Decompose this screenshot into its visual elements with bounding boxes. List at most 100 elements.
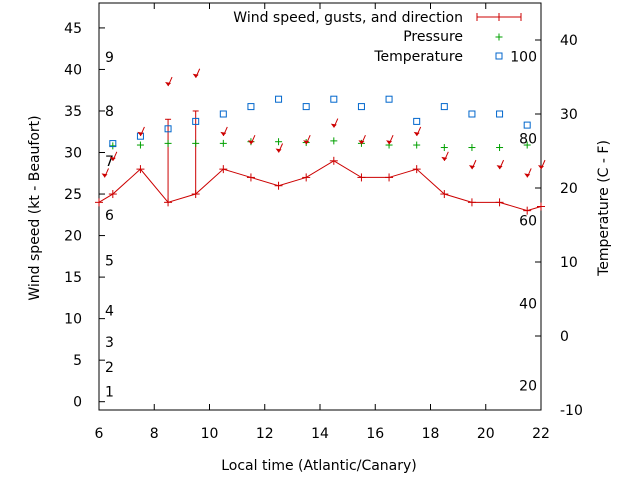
wind-direction-arrow bbox=[468, 159, 477, 170]
y-axis-label: Wind speed (kt - Beaufort) bbox=[27, 115, 43, 300]
beaufort-label: 1 bbox=[105, 385, 114, 401]
pressure-point bbox=[219, 139, 227, 147]
wind-direction-arrow bbox=[109, 151, 118, 162]
y-tick-label: 45 bbox=[64, 21, 82, 37]
y-tick-label: 15 bbox=[64, 270, 82, 286]
wind-point bbox=[357, 173, 366, 182]
legend: Wind speed, gusts, and direction Pressur… bbox=[233, 10, 522, 65]
wind-point bbox=[219, 165, 228, 174]
legend-swatch-wind bbox=[476, 13, 522, 21]
pressure-point bbox=[440, 144, 448, 152]
beaufort-label: 2 bbox=[105, 360, 114, 376]
pressure-point bbox=[275, 138, 283, 146]
x-tick-label: 14 bbox=[311, 426, 329, 442]
temperature-point bbox=[219, 110, 227, 118]
temperature-point bbox=[468, 110, 476, 118]
y-tick-label: 35 bbox=[64, 104, 82, 120]
beaufort-label: 6 bbox=[105, 208, 114, 224]
wind-direction-arrow bbox=[358, 135, 366, 145]
wind-point bbox=[440, 190, 449, 199]
fahrenheit-label: 20 bbox=[519, 379, 537, 395]
beaufort-label: 9 bbox=[105, 50, 114, 66]
pressure-point bbox=[109, 142, 117, 150]
pressure-point bbox=[192, 139, 200, 147]
wind-point bbox=[274, 181, 283, 190]
wind-direction-arrow bbox=[275, 143, 284, 153]
x-tick-label: 10 bbox=[201, 426, 219, 442]
wind-direction-arrow bbox=[137, 126, 145, 137]
pressure-point bbox=[413, 141, 421, 149]
temperature-point bbox=[330, 95, 338, 103]
series-group bbox=[95, 68, 546, 215]
legend-label-temperature: Temperature bbox=[373, 49, 463, 65]
x-tick-label: 6 bbox=[95, 426, 104, 442]
wind-direction-arrow bbox=[413, 126, 422, 137]
wind-point bbox=[385, 173, 394, 182]
wind-speed-line bbox=[98, 160, 542, 212]
y2-tick-label: 10 bbox=[560, 255, 578, 271]
wind-direction-arrow bbox=[330, 118, 339, 128]
wind-direction-arrow bbox=[386, 135, 394, 145]
temperature-point bbox=[109, 140, 117, 148]
fahrenheit-label: 100 bbox=[510, 49, 537, 65]
temperature-point bbox=[413, 117, 421, 125]
y2-tick-label: 40 bbox=[560, 33, 578, 49]
y2-axis-label: Temperature (C - F) bbox=[596, 140, 612, 277]
y-tick-label: 10 bbox=[64, 312, 82, 328]
x-tick-label: 16 bbox=[366, 426, 384, 442]
temperature-point bbox=[496, 110, 504, 118]
wind-point bbox=[108, 190, 117, 199]
y2-tick-label: 30 bbox=[560, 107, 578, 123]
x-tick-label: 22 bbox=[532, 426, 550, 442]
fahrenheit-label: 80 bbox=[519, 131, 537, 147]
pressure-point bbox=[496, 144, 504, 152]
legend-swatch-temperature bbox=[495, 52, 503, 60]
x-axis-label: Local time (Atlantic/Canary) bbox=[221, 458, 417, 474]
pressure-point bbox=[468, 144, 476, 152]
wind-direction-arrow bbox=[303, 135, 311, 145]
x-tick-label: 20 bbox=[477, 426, 495, 442]
temperature-point bbox=[385, 95, 393, 103]
fahrenheit-label: 60 bbox=[519, 214, 537, 230]
wind-point bbox=[136, 165, 145, 174]
pressure-point bbox=[330, 137, 338, 145]
temperature-point bbox=[523, 121, 531, 129]
wind-direction-arrow bbox=[192, 68, 201, 78]
beaufort-label: 8 bbox=[105, 104, 114, 120]
plot-frame bbox=[98, 2, 542, 411]
y-tick-label: 30 bbox=[64, 146, 82, 162]
beaufort-label: 4 bbox=[105, 303, 114, 319]
pressure-point bbox=[136, 141, 144, 149]
beaufort-label: 3 bbox=[105, 335, 114, 351]
axis-ticks: 6 8 10 12 14 16 18 20 22051015202530354045-10010… bbox=[64, 3, 583, 442]
x-tick-label: 8 bbox=[150, 426, 159, 442]
wind-point bbox=[329, 156, 338, 165]
y2-tick-label: 20 bbox=[560, 181, 578, 197]
wind-point bbox=[302, 173, 311, 182]
pressure-point bbox=[523, 141, 531, 149]
temperature-point bbox=[192, 117, 200, 125]
wind-direction-arrow bbox=[524, 168, 532, 178]
legend-label-pressure: Pressure bbox=[403, 29, 463, 45]
wind-direction-arrow bbox=[165, 76, 173, 87]
temperature-point bbox=[440, 103, 448, 111]
y-tick-label: 25 bbox=[64, 187, 82, 203]
beaufort-label: 7 bbox=[105, 154, 114, 170]
wind-point bbox=[467, 198, 476, 207]
x-tick-label: 12 bbox=[256, 426, 274, 442]
wind-point bbox=[523, 206, 532, 215]
wind-direction-arrow bbox=[496, 159, 505, 170]
pressure-point bbox=[164, 139, 172, 147]
legend-label-wind: Wind speed, gusts, and direction bbox=[233, 10, 463, 26]
wind-point bbox=[495, 198, 504, 207]
wind-direction-arrow bbox=[101, 168, 109, 178]
y-tick-label: 0 bbox=[73, 395, 82, 411]
wind-direction-arrow bbox=[220, 126, 228, 137]
temperature-point bbox=[357, 103, 365, 111]
y2-tick-label: -10 bbox=[560, 403, 583, 419]
wind-point bbox=[412, 165, 421, 174]
wind-direction-arrow bbox=[247, 135, 256, 145]
plot-border bbox=[98, 2, 542, 411]
wind-direction-arrow bbox=[538, 159, 546, 170]
